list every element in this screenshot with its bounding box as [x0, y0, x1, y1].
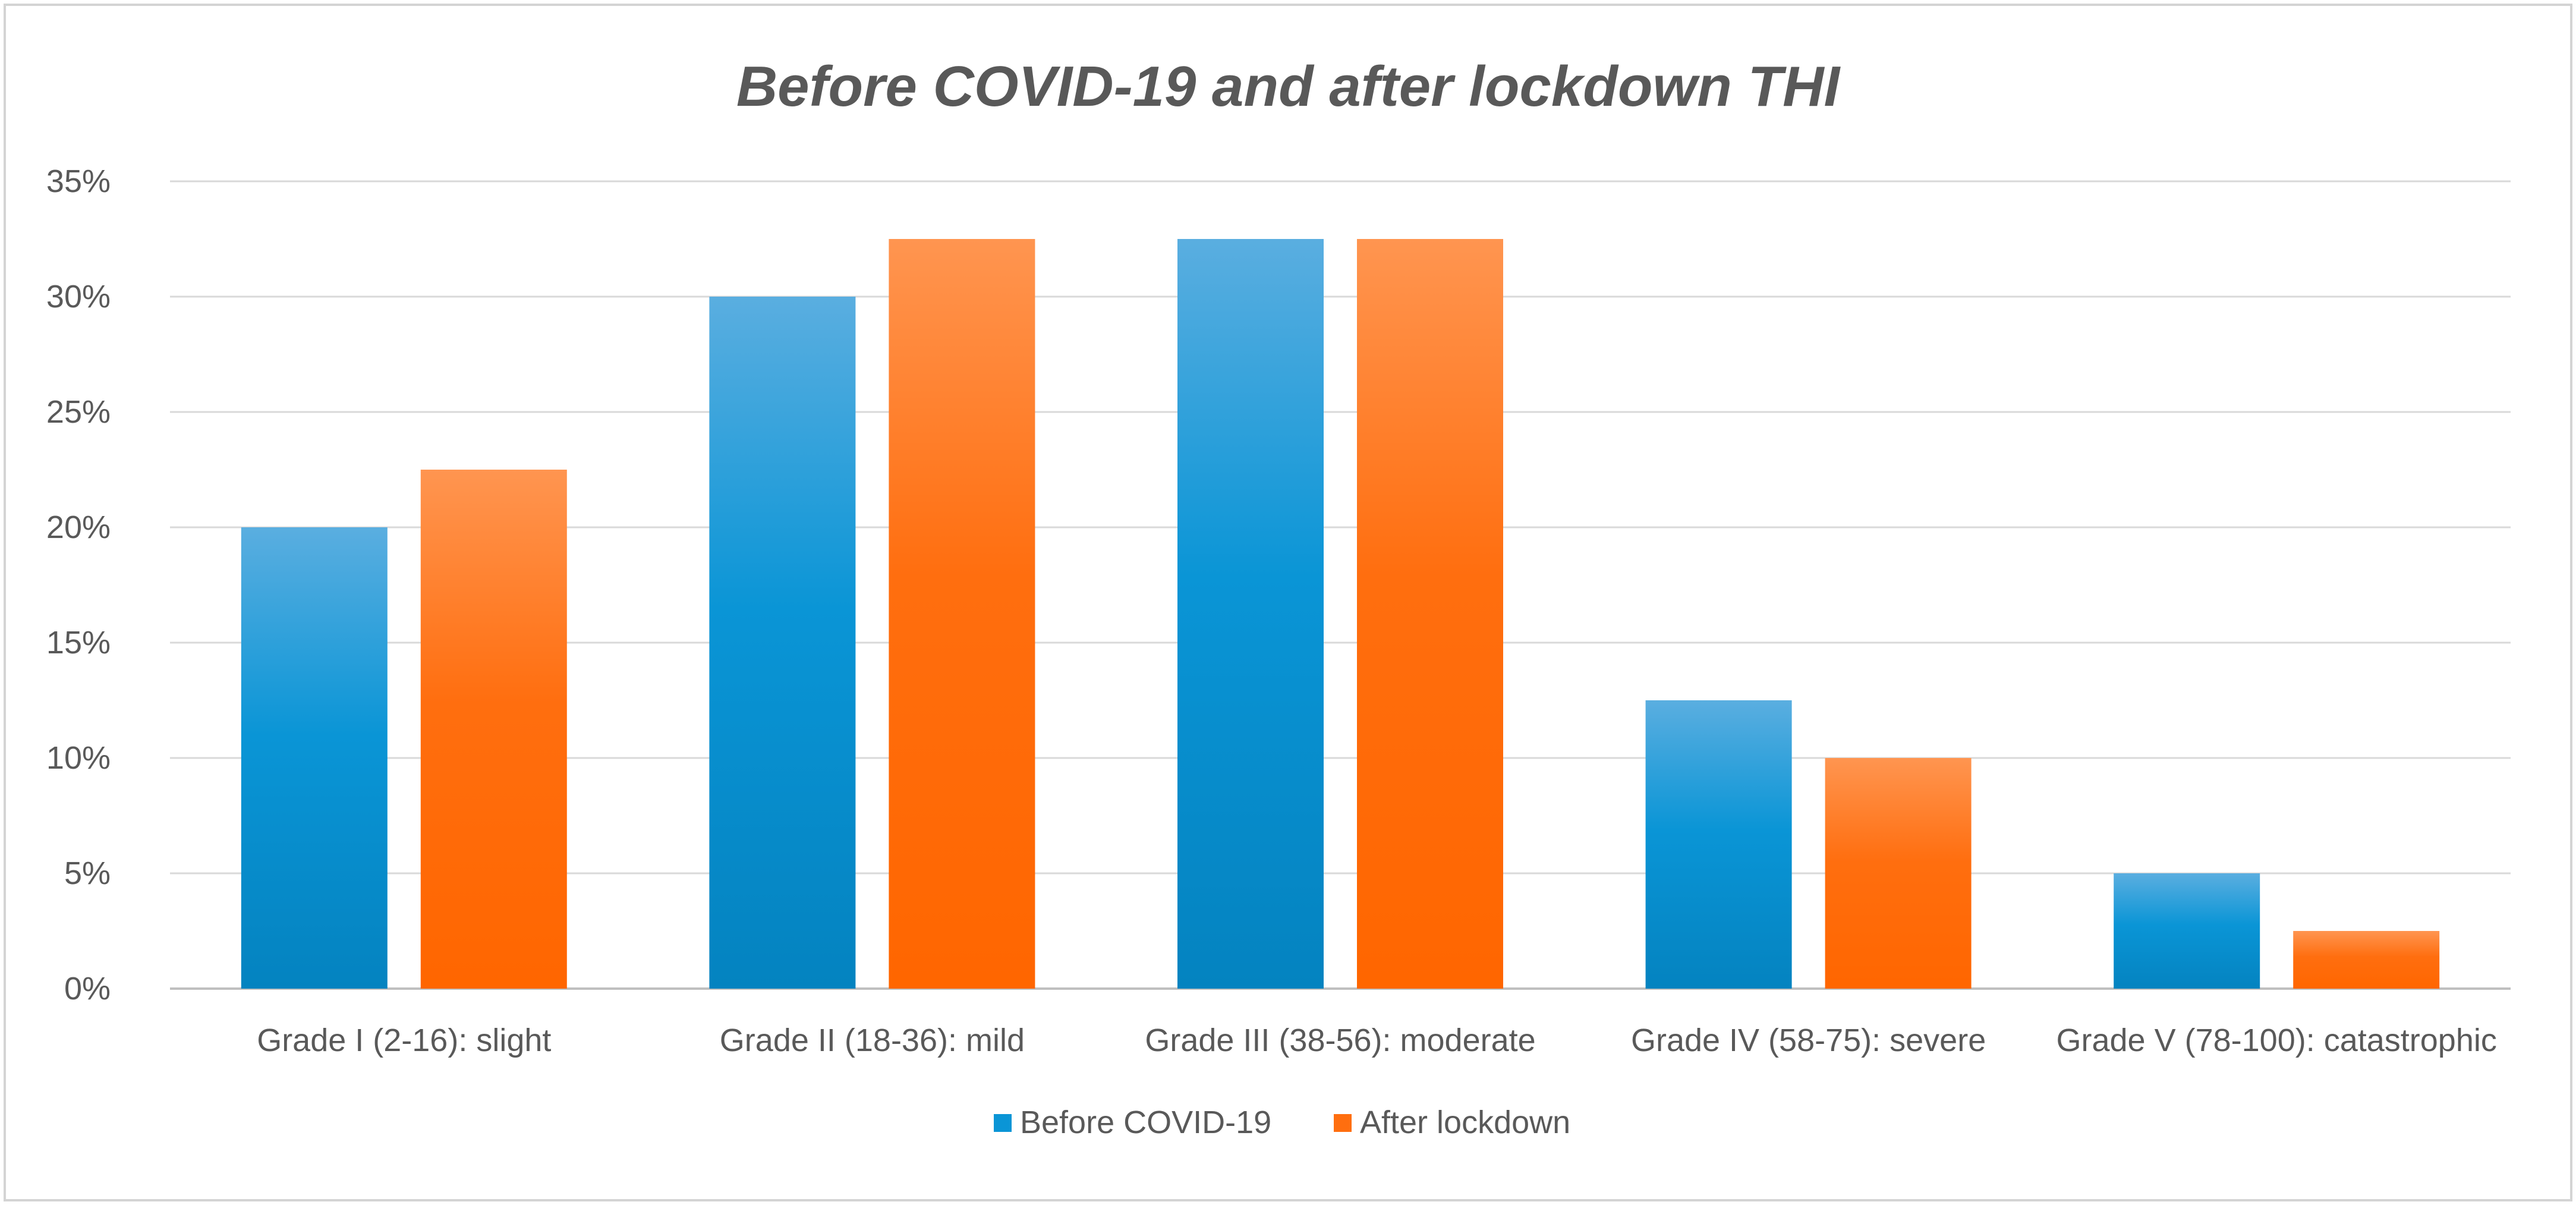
legend: Before COVID-19 After lockdown: [994, 1105, 1570, 1140]
y-tick-label: 10%: [46, 740, 111, 776]
chart-title: Before COVID-19 and after lockdown THI: [736, 55, 1841, 118]
bar-before-covid-2: [709, 297, 856, 989]
y-axis-ticks: 0% 5% 10% 15% 20% 25% 30% 35%: [46, 163, 111, 1006]
y-tick-label: 25%: [46, 394, 111, 430]
bar-after-lockdown-4: [1825, 758, 1972, 989]
bar-before-covid-3: [1177, 239, 1324, 989]
bar-before-covid-5: [2114, 873, 2260, 989]
x-tick-label: Grade II (18-36): mild: [720, 1023, 1025, 1058]
bar-after-lockdown-5: [2293, 931, 2440, 989]
x-tick-label: Grade V (78-100): catastrophic: [2057, 1023, 2497, 1058]
y-tick-label: 5%: [64, 855, 111, 891]
bars: [241, 239, 2440, 989]
legend-before-covid-swatch: [994, 1114, 1012, 1132]
x-tick-label: Grade III (38-56): moderate: [1145, 1023, 1535, 1058]
y-tick-label: 35%: [46, 163, 111, 199]
bar-after-lockdown-3: [1357, 239, 1503, 989]
bar-before-covid-4: [1645, 700, 1792, 989]
bar-before-covid-1: [241, 527, 388, 989]
legend-before-covid-label: Before COVID-19: [1020, 1105, 1271, 1140]
x-axis-ticks: Grade I (2-16): slight Grade II (18-36): …: [257, 1023, 2497, 1058]
y-tick-label: 20%: [46, 509, 111, 545]
legend-after-lockdown-swatch: [1334, 1114, 1352, 1132]
bar-after-lockdown-1: [420, 470, 567, 989]
x-tick-label: Grade IV (58-75): severe: [1631, 1023, 1986, 1058]
y-tick-label: 0%: [64, 971, 111, 1006]
x-tick-label: Grade I (2-16): slight: [257, 1023, 551, 1058]
bar-after-lockdown-2: [889, 239, 1035, 989]
y-tick-label: 30%: [46, 279, 111, 314]
y-tick-label: 15%: [46, 625, 111, 660]
legend-after-lockdown-label: After lockdown: [1360, 1105, 1570, 1140]
